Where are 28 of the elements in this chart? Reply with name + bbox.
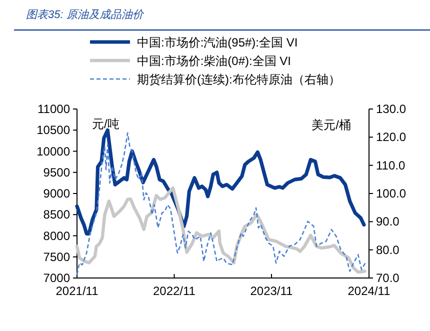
y-tick-label: 7000 [43, 271, 70, 285]
y-tick-label: 10000 [36, 144, 70, 158]
y-axis-title: 元/吨 [92, 117, 120, 131]
x-tick-label: 2024/11 [348, 284, 391, 298]
y-tick-label: 7500 [43, 250, 70, 264]
y2-tick-label: 90.0 [376, 214, 400, 229]
legend-label: 期货结算价(连续):布伦特原油（右轴） [137, 72, 340, 86]
y-tick-label: 9500 [43, 165, 70, 180]
y2-tick-label: 100.0 [376, 186, 406, 200]
y-tick-label: 9000 [43, 186, 70, 200]
legend-label: 中国:市场价:柴油(0#):全国 VI [137, 54, 292, 68]
y-tick-label: 8500 [43, 208, 70, 222]
y-tick-label: 10500 [36, 123, 70, 138]
x-tick-label: 2021/11 [56, 284, 99, 298]
x-tick-label: 2022/11 [152, 284, 196, 298]
legend-label: 中国:市场价:汽油(95#):全国 VI [137, 36, 298, 50]
y2-tick-label: 130.0 [376, 102, 406, 116]
y2-tick-label: 70.0 [376, 271, 400, 285]
y-tick-label: 8000 [43, 228, 70, 243]
line-series [76, 132, 366, 276]
y2-tick-label: 110.0 [376, 158, 406, 172]
y2-axis-title: 美元/桶 [312, 118, 351, 132]
x-tick-label: 2023/11 [250, 284, 294, 298]
y-tick-label: 11000 [38, 102, 70, 116]
line-series [75, 186, 366, 274]
y2-tick-label: 120.0 [376, 130, 406, 144]
y2-tick-label: 80.0 [376, 242, 400, 257]
chart-title: 图表35: 原油及成品油价 [26, 8, 144, 21]
